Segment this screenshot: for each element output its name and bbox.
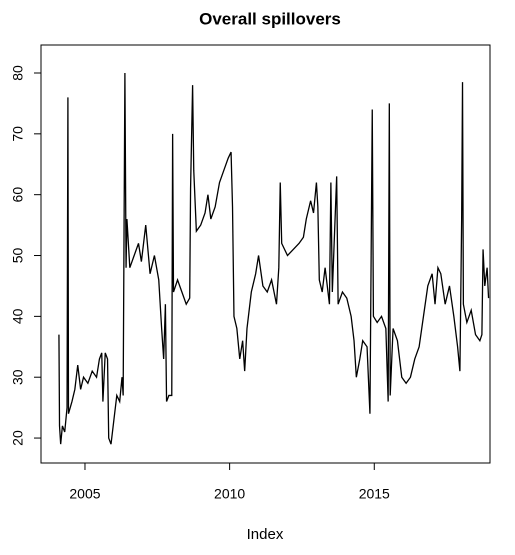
x-tick-label: 2010 <box>214 486 245 502</box>
y-tick-label: 80 <box>10 65 26 81</box>
y-tick-label: 60 <box>10 187 26 203</box>
line <box>58 72 490 445</box>
y-tick-label: 40 <box>10 308 26 324</box>
y-tick-label: 20 <box>10 430 26 446</box>
chart-title: Overall spillovers <box>199 9 341 28</box>
x-axis-label: Index <box>247 526 284 543</box>
y-tick-label: 50 <box>10 248 26 264</box>
x-tick-label: 2005 <box>69 486 100 502</box>
y-tick-label: 70 <box>10 126 26 142</box>
y-tick-label: 30 <box>10 369 26 385</box>
plot-box <box>40 44 491 464</box>
x-tick-label: 2015 <box>359 486 390 502</box>
